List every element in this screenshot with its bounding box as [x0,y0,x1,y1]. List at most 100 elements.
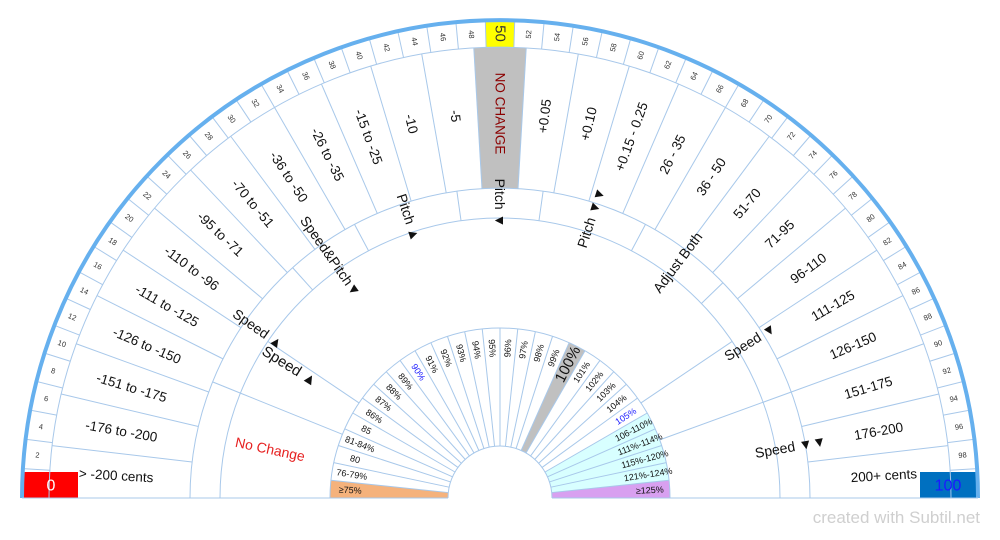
tick-label-82: 82 [881,235,893,247]
cents-divider [230,135,316,250]
pct-cyan-fill [545,413,656,477]
tick-label-28: 28 [203,130,215,142]
tick-50-highlight [485,22,515,48]
mode-label-4: Pitch ▼ [492,179,508,228]
pct-divider [504,328,519,447]
mode-label-7: Speed ▼ [721,319,779,363]
pct-divider [510,331,536,448]
mode-label-1: Speed ▲ [230,306,287,353]
mode-inner-divider [267,341,360,404]
ring-labels: 2468101214161820222426283032343638404244… [35,25,967,496]
pct-divider [541,397,638,468]
tick-label-96: 96 [954,422,964,432]
mode-label-5: Pitch ▼▼ [574,185,609,250]
tick-label-6: 6 [43,394,49,404]
mode-divider [538,190,544,221]
cents-divider [712,169,810,273]
tick-label-38: 38 [327,59,338,70]
mode-inner-arc [219,217,781,499]
tick-divider [146,175,168,195]
cents-divider [517,47,527,189]
tick-label-60: 60 [635,50,646,61]
tick-divider [313,57,325,83]
cents-label-18: 36 - 50 [693,155,729,198]
ring-lines [20,18,980,499]
tick-divider [937,380,964,389]
tick-divider [188,134,207,156]
pct-divider [464,331,490,448]
cents-divider [758,249,878,329]
cents-divider [421,53,447,193]
cents-label-4: -111 to -125 [133,282,202,330]
cents-divider [320,83,378,214]
tick-divider [36,380,63,389]
tick-divider [649,47,660,73]
tick-label-18: 18 [107,235,119,247]
pct-divider [549,444,662,483]
cents-divider [190,169,288,273]
tick-divider [426,25,432,53]
cents-divider [51,445,193,463]
cents-inner-arc [189,187,811,499]
tick-label-80: 80 [865,212,877,224]
tick-label-64: 64 [688,70,700,81]
cents-label-7: -70 to -51 [229,176,278,230]
pct-divider [530,360,601,457]
pct-label-6: 87% [373,394,393,413]
pct-divider [538,383,627,464]
tick-label-90: 90 [933,338,944,349]
cents-label-26: 200+ cents [850,466,917,485]
pct-label-13: 94% [470,340,483,359]
tick-divider [950,468,978,471]
tick-label-98: 98 [958,450,967,460]
tick-divider [622,38,632,65]
pct-label-4: 85 [360,423,373,436]
tick-divider [897,271,922,286]
pct-label-10: 91% [423,354,440,375]
tick-label-78: 78 [847,190,859,202]
tick-divider [883,245,907,262]
tick-label-54: 54 [552,32,562,41]
tick-divider [832,175,854,195]
scale-max-label: 100 [935,478,962,495]
tick-label-52: 52 [524,30,533,39]
tick-label-4: 4 [38,422,44,432]
scale-min-label: 0 [47,478,56,495]
tick-label-50: 50 [492,25,509,42]
cents-label-20: 71-95 [762,217,797,252]
cents-label-13: NO CHANGE [493,73,508,155]
tick-label-48: 48 [467,30,476,39]
tick-divider [851,197,873,216]
cents-divider [274,107,346,230]
tick-divider [235,99,252,123]
pct-100-fill [521,342,585,453]
tick-divider [484,20,487,48]
tick-label-14: 14 [78,285,89,297]
tick-divider [166,154,187,175]
pct-divider [551,479,670,494]
mode-divider [701,282,724,304]
tick-divider [725,83,740,108]
tick-label-24: 24 [160,169,172,181]
cents-label-14: +0.05 [535,98,554,134]
mode-speed-up-inner: Speed ▲ [259,343,321,390]
pct-inner-arc [447,445,553,499]
tick-label-92: 92 [942,365,952,376]
tick-divider [65,297,91,310]
tick-divider [771,116,789,139]
tick-label-12: 12 [67,311,78,323]
cents-label-6: -95 to -71 [194,209,246,260]
tick-divider [541,21,545,49]
tick-label-30: 30 [226,113,238,125]
cents-label-23: 126-150 [827,329,878,362]
mode-inner-divider [640,341,733,404]
scale-min-box [24,472,78,498]
pct-divider [330,479,449,494]
cents-label-8: -36 to -50 [267,148,311,205]
pct-cyan-fill [550,462,670,493]
tick-label-56: 56 [580,36,590,46]
cents-divider [622,83,680,214]
pct-cyan-fill [547,428,662,482]
tick-divider [340,47,351,73]
